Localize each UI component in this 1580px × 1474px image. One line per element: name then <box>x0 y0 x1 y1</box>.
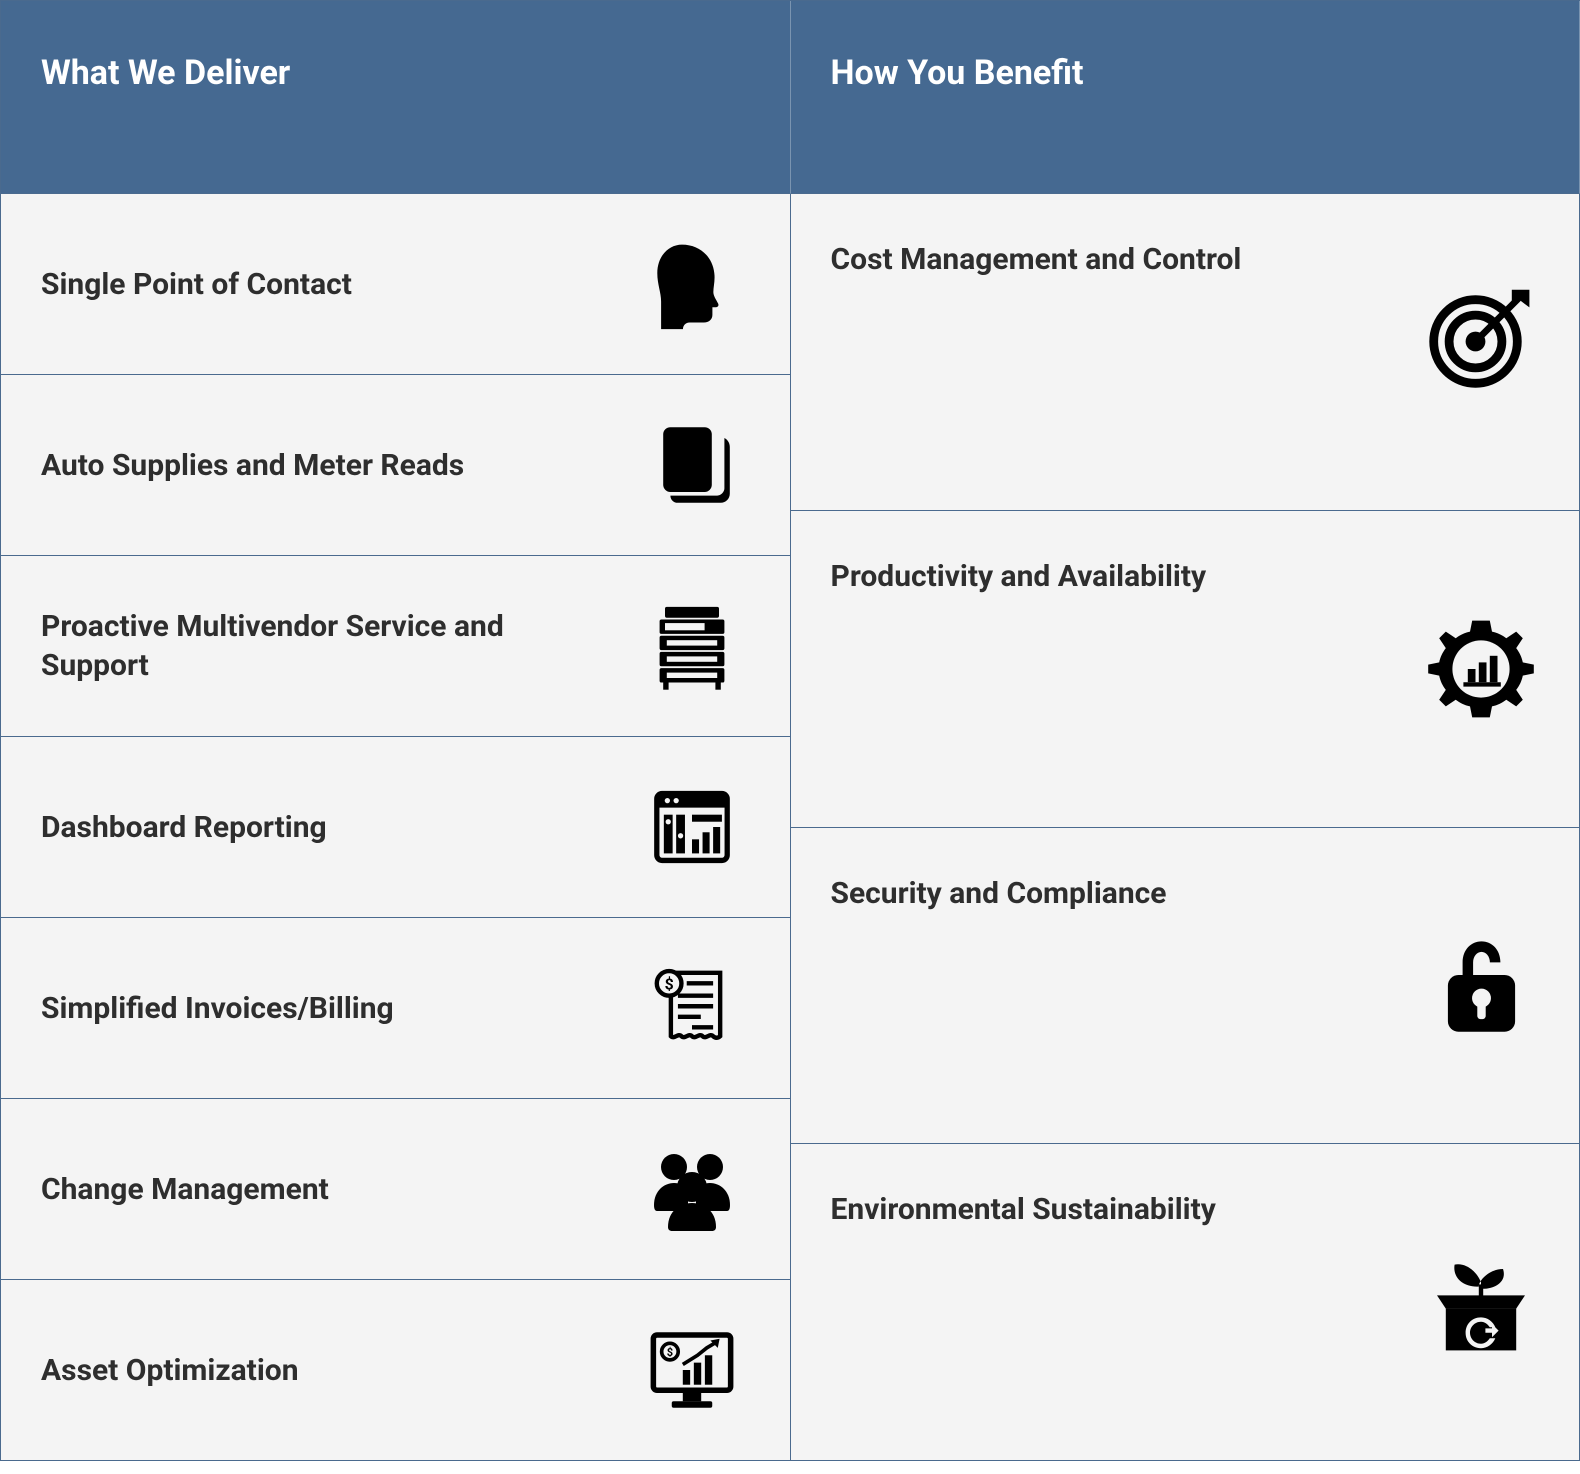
head-profile-icon <box>632 224 752 344</box>
people-group-icon <box>632 1129 752 1249</box>
cell-label: Simplified Invoices/Billing <box>41 989 394 1028</box>
unlock-padlock-icon <box>1421 925 1541 1045</box>
right-column: How You Benefit Cost Management and Cont… <box>791 1 1580 1461</box>
cell-label: Asset Optimization <box>41 1351 299 1390</box>
cell-label: Change Management <box>41 1170 329 1209</box>
deliver-row-service: Proactive Multivendor Service and Suppor… <box>1 556 791 737</box>
cell-label: Proactive Multivendor Service and Suppor… <box>41 607 538 685</box>
deliver-row-supplies: Auto Supplies and Meter Reads <box>1 375 791 556</box>
svg-text:$: $ <box>664 975 673 994</box>
benefit-row-cost: Cost Management and Control <box>791 194 1580 511</box>
benefit-row-productivity: Productivity and Availability <box>791 511 1580 828</box>
cell-label: Cost Management and Control <box>831 240 1242 279</box>
benefit-row-environment: Environmental Sustainability <box>791 1144 1580 1461</box>
cell-label: Auto Supplies and Meter Reads <box>41 446 464 485</box>
target-dart-icon <box>1421 276 1541 396</box>
cell-label: Environmental Sustainability <box>831 1190 1216 1229</box>
deliver-row-contact: Single Point of Contact <box>1 194 791 375</box>
printer-stack-icon <box>632 586 752 706</box>
deliver-row-asset: Asset Optimization $ <box>1 1280 791 1461</box>
infographic-table: What We Deliver Single Point of Contact … <box>0 0 1580 1461</box>
right-header: How You Benefit <box>791 1 1580 194</box>
cell-label: Security and Compliance <box>831 874 1167 913</box>
dashboard-panel-icon <box>632 767 752 887</box>
invoice-bill-icon: $ <box>632 948 752 1068</box>
left-column: What We Deliver Single Point of Contact … <box>1 1 791 1461</box>
cell-label: Productivity and Availability <box>831 557 1207 596</box>
cell-label: Single Point of Contact <box>41 265 352 304</box>
left-header: What We Deliver <box>1 1 791 194</box>
benefit-row-security: Security and Compliance <box>791 828 1580 1145</box>
deliver-row-change: Change Management <box>1 1099 791 1280</box>
gear-chart-icon <box>1421 609 1541 729</box>
documents-stack-icon <box>632 405 752 525</box>
eco-box-plant-icon <box>1421 1242 1541 1362</box>
monitor-chart-icon: $ <box>632 1310 752 1430</box>
svg-text:$: $ <box>666 1346 672 1359</box>
cell-label: Dashboard Reporting <box>41 808 327 847</box>
deliver-row-billing: Simplified Invoices/Billing $ <box>1 918 791 1099</box>
deliver-row-dashboard: Dashboard Reporting <box>1 737 791 918</box>
